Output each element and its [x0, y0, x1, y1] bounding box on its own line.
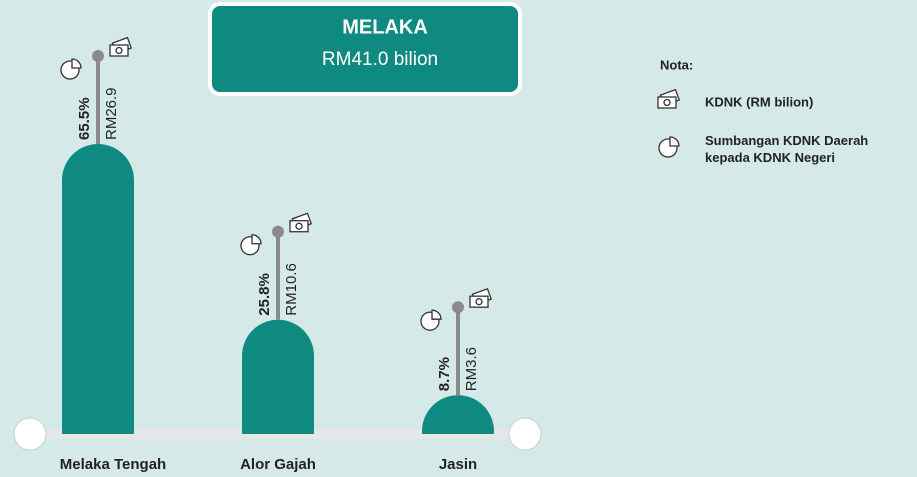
money-icon	[289, 212, 313, 233]
title-box	[208, 2, 522, 96]
icon-part	[251, 234, 262, 245]
baseline-end	[508, 417, 542, 451]
icon-part	[663, 98, 671, 107]
x-tick-label: Alor Gajah	[240, 456, 316, 473]
money-icon	[469, 287, 493, 308]
stem-dot	[272, 225, 284, 238]
stem-dot	[92, 50, 104, 62]
value-label: RM3.6	[463, 347, 480, 391]
legend-title: Nota:	[660, 57, 693, 72]
icon-part	[475, 298, 483, 306]
icon-part	[115, 46, 123, 55]
legend-label: KDNK (RM bilion)	[705, 94, 813, 109]
pie-icon	[420, 309, 442, 331]
icon-part	[109, 44, 129, 57]
icon-part	[469, 295, 489, 308]
pie-icon	[240, 234, 262, 256]
chart-subtitle: RM41.0 bilion	[322, 49, 438, 70]
pie-icon	[60, 58, 82, 80]
percent-label: 25.8%	[256, 273, 273, 316]
percent-label: 65.5%	[76, 97, 93, 140]
chart-title: MELAKA	[342, 16, 428, 38]
pie-icon	[658, 136, 680, 158]
icon-part	[431, 309, 442, 320]
icon-part	[295, 222, 303, 230]
baseline-end	[13, 417, 47, 451]
percent-label: 8.7%	[436, 357, 453, 391]
bar	[62, 144, 134, 434]
icon-part	[669, 136, 680, 147]
value-label: RM10.6	[283, 263, 300, 316]
stem-dot	[452, 301, 464, 314]
x-tick-label: Melaka Tengah	[60, 456, 166, 473]
legend-label: Sumbangan KDNK Daerah kepada KDNK Negeri	[705, 133, 869, 165]
icon-part	[71, 58, 82, 69]
bar	[422, 395, 494, 434]
x-tick-label: Jasin	[439, 456, 477, 473]
money-icon	[657, 88, 681, 109]
bar	[242, 319, 314, 434]
money-icon	[109, 36, 133, 57]
icon-part	[657, 96, 677, 109]
value-label: RM26.9	[103, 87, 120, 140]
icon-part	[289, 220, 309, 233]
